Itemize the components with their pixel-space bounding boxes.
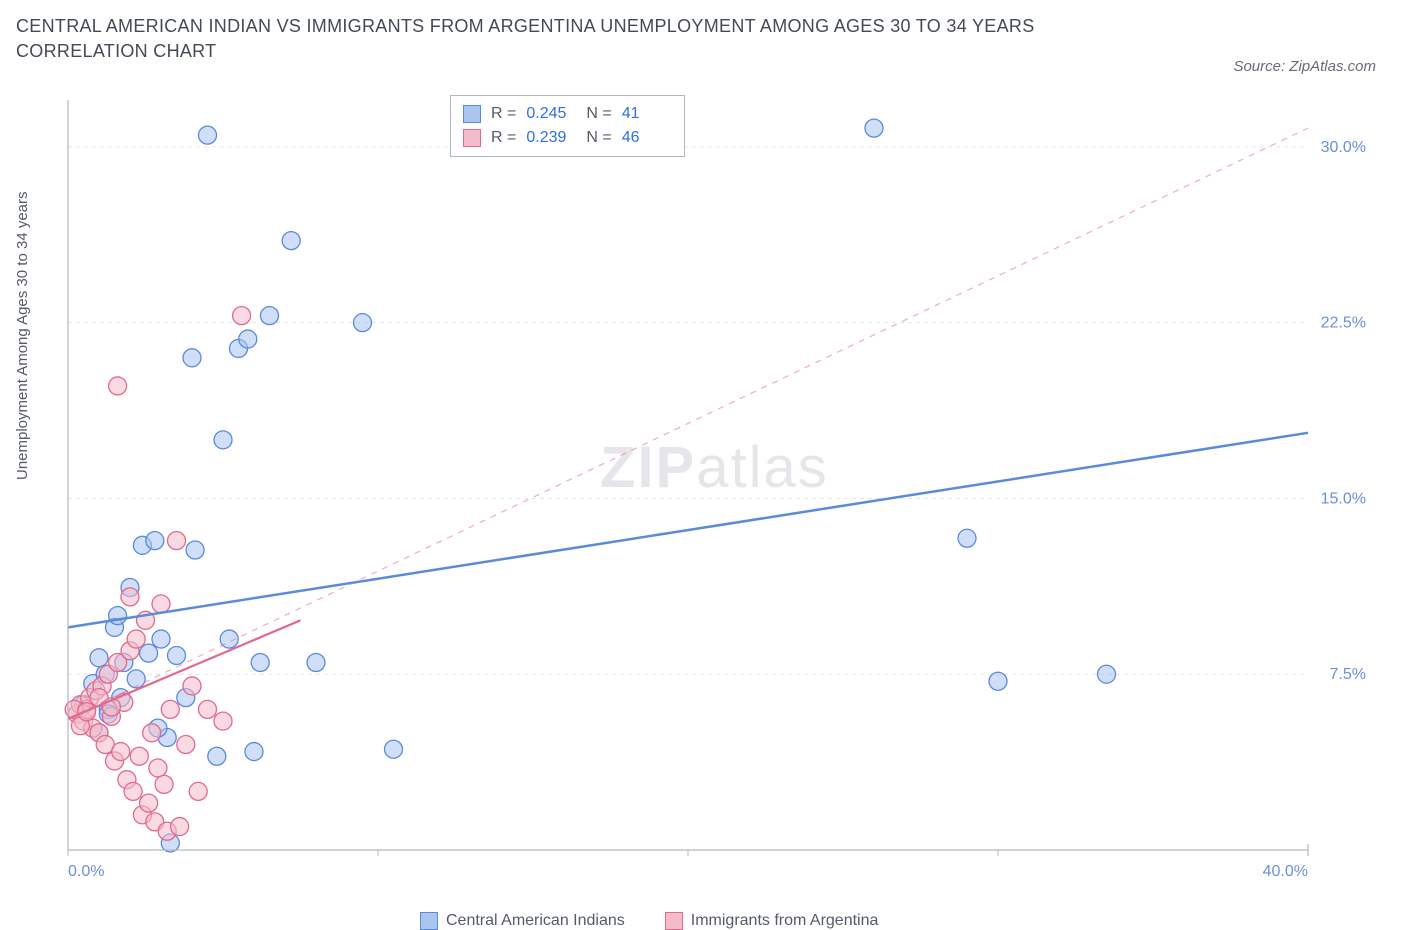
legend-label: Central American Indians (446, 912, 625, 930)
scatter-point-1 (121, 588, 139, 606)
chart-title: CENTRAL AMERICAN INDIAN VS IMMIGRANTS FR… (16, 14, 1136, 64)
x-tick-label: 40.0% (1263, 863, 1308, 880)
stat-row-1: R = 0.239 N = 46 (463, 126, 672, 150)
scatter-point-0 (183, 349, 201, 367)
scatter-plot: 0.0% 40.0% 7.5% 15.0% 22.5% 30.0% (58, 90, 1378, 890)
scatter-point-0 (168, 646, 186, 664)
scatter-point-1 (140, 794, 158, 812)
scatter-point-1 (149, 759, 167, 777)
scatter-point-0 (261, 307, 279, 325)
scatter-point-0 (282, 232, 300, 250)
source-attribution: Source: ZipAtlas.com (1233, 58, 1376, 75)
scatter-point-0 (127, 670, 145, 688)
legend-swatch (665, 912, 683, 930)
scatter-point-1 (177, 736, 195, 754)
scatter-point-1 (199, 700, 217, 718)
scatter-point-1 (189, 782, 207, 800)
scatter-point-1 (143, 724, 161, 742)
y-tick-label: 7.5% (1330, 666, 1366, 683)
scatter-point-1 (109, 377, 127, 395)
scatter-point-0 (239, 330, 257, 348)
scatter-point-0 (865, 119, 883, 137)
trend-solid-0 (68, 433, 1308, 628)
scatter-point-0 (90, 649, 108, 667)
scatter-point-1 (233, 307, 251, 325)
scatter-point-0 (214, 431, 232, 449)
scatter-point-0 (958, 529, 976, 547)
correlation-legend: R = 0.245 N = 41 R = 0.239 N = 46 (450, 95, 685, 157)
y-tick-label: 15.0% (1321, 490, 1366, 507)
scatter-point-0 (152, 630, 170, 648)
scatter-point-0 (1098, 665, 1116, 683)
y-tick-label: 22.5% (1321, 315, 1366, 332)
scatter-point-1 (124, 782, 142, 800)
scatter-point-0 (146, 532, 164, 550)
scatter-point-0 (385, 740, 403, 758)
y-tick-label: 30.0% (1321, 139, 1366, 156)
y-axis-label: Unemployment Among Ages 30 to 34 years (14, 191, 31, 480)
stat-r-label: R = (491, 102, 516, 126)
scatter-point-1 (152, 595, 170, 613)
legend-label: Immigrants from Argentina (691, 912, 879, 930)
scatter-point-0 (208, 747, 226, 765)
legend-item-1: Immigrants from Argentina (665, 912, 879, 930)
stat-r-label: R = (491, 126, 516, 150)
x-tick-label: 0.0% (68, 863, 104, 880)
scatter-point-0 (245, 743, 263, 761)
scatter-point-1 (168, 532, 186, 550)
scatter-point-1 (171, 818, 189, 836)
scatter-point-1 (127, 630, 145, 648)
stat-n-label: N = (586, 102, 611, 126)
scatter-point-1 (183, 677, 201, 695)
scatter-point-1 (214, 712, 232, 730)
trend-dashed-1 (68, 128, 1308, 719)
stat-swatch (463, 105, 481, 123)
stat-row-0: R = 0.245 N = 41 (463, 102, 672, 126)
scatter-point-0 (140, 644, 158, 662)
legend-item-0: Central American Indians (420, 912, 625, 930)
scatter-point-0 (251, 654, 269, 672)
series-legend: Central American Indians Immigrants from … (420, 912, 878, 930)
stat-n-value: 41 (622, 102, 672, 126)
stat-n-label: N = (586, 126, 611, 150)
scatter-point-1 (130, 747, 148, 765)
scatter-point-1 (155, 775, 173, 793)
scatter-point-0 (109, 607, 127, 625)
stat-swatch (463, 129, 481, 147)
scatter-point-0 (989, 672, 1007, 690)
stat-r-value: 0.239 (526, 126, 576, 150)
scatter-point-1 (161, 700, 179, 718)
scatter-point-0 (199, 126, 217, 144)
scatter-point-0 (186, 541, 204, 559)
scatter-point-0 (354, 314, 372, 332)
scatter-point-1 (112, 743, 130, 761)
scatter-point-0 (307, 654, 325, 672)
stat-r-value: 0.245 (526, 102, 576, 126)
legend-swatch (420, 912, 438, 930)
stat-n-value: 46 (622, 126, 672, 150)
